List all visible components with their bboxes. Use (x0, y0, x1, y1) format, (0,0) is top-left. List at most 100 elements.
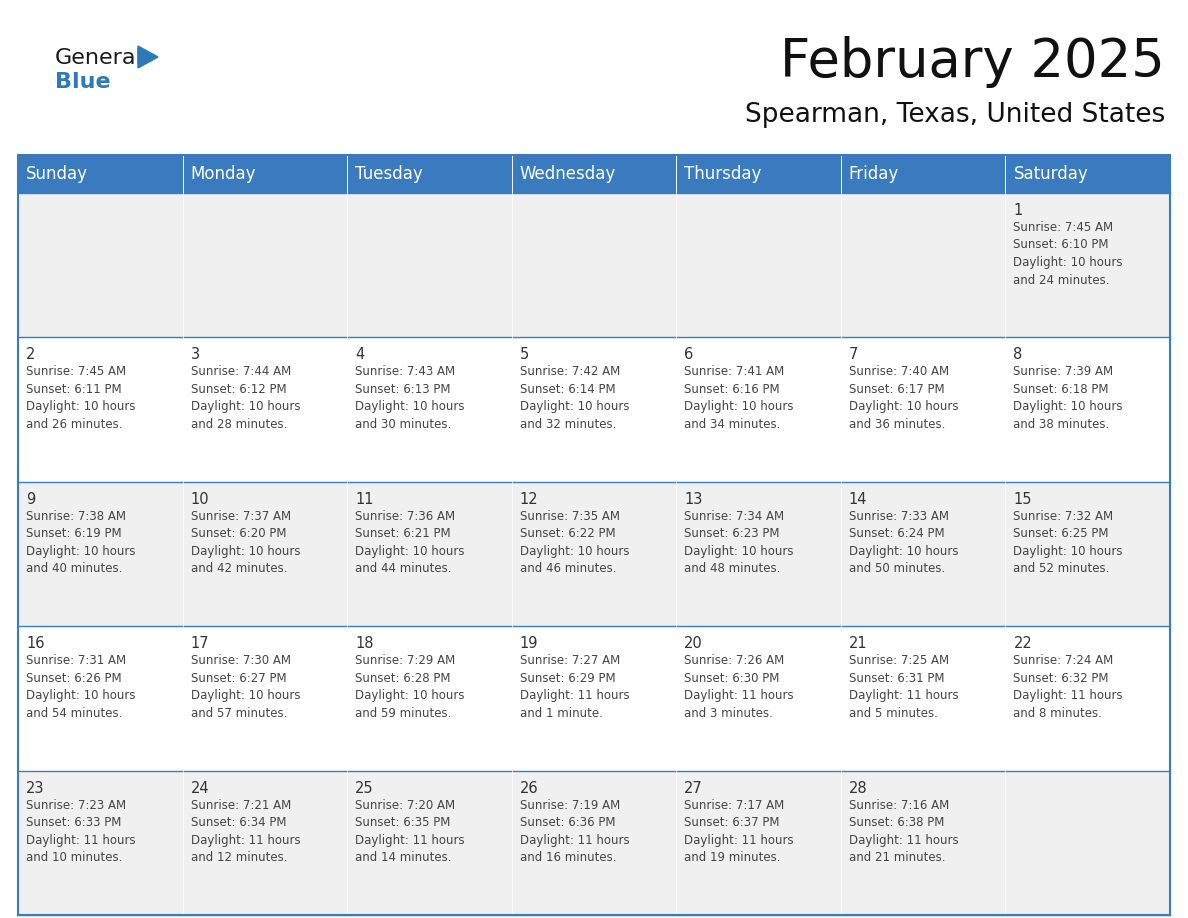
Bar (512, 482, 676, 626)
Text: February 2025: February 2025 (781, 36, 1165, 88)
Text: 7: 7 (849, 347, 858, 363)
Bar (347, 770, 512, 915)
Bar (512, 155, 676, 193)
Text: Sunrise: 7:31 AM
Sunset: 6:26 PM
Daylight: 10 hours
and 54 minutes.: Sunrise: 7:31 AM Sunset: 6:26 PM Dayligh… (26, 655, 135, 720)
Text: Sunrise: 7:17 AM
Sunset: 6:37 PM
Daylight: 11 hours
and 19 minutes.: Sunrise: 7:17 AM Sunset: 6:37 PM Dayligh… (684, 799, 794, 864)
Text: 2: 2 (26, 347, 36, 363)
Bar (841, 193, 1005, 338)
Bar (183, 155, 347, 193)
Text: 13: 13 (684, 492, 702, 507)
Text: 21: 21 (849, 636, 867, 651)
Text: 20: 20 (684, 636, 703, 651)
Text: 6: 6 (684, 347, 694, 363)
Text: Sunrise: 7:27 AM
Sunset: 6:29 PM
Daylight: 11 hours
and 1 minute.: Sunrise: 7:27 AM Sunset: 6:29 PM Dayligh… (519, 655, 630, 720)
Bar (512, 770, 676, 915)
Bar (18, 155, 1170, 915)
Text: 12: 12 (519, 492, 538, 507)
Text: 25: 25 (355, 780, 374, 796)
Polygon shape (138, 46, 158, 68)
Bar (183, 338, 347, 482)
Bar (183, 626, 347, 770)
Bar (18, 626, 183, 770)
Bar (347, 482, 512, 626)
Text: Saturday: Saturday (1013, 165, 1088, 183)
Bar (347, 155, 512, 193)
Text: 27: 27 (684, 780, 703, 796)
Text: Sunrise: 7:29 AM
Sunset: 6:28 PM
Daylight: 10 hours
and 59 minutes.: Sunrise: 7:29 AM Sunset: 6:28 PM Dayligh… (355, 655, 465, 720)
Text: Sunrise: 7:23 AM
Sunset: 6:33 PM
Daylight: 11 hours
and 10 minutes.: Sunrise: 7:23 AM Sunset: 6:33 PM Dayligh… (26, 799, 135, 864)
Text: 26: 26 (519, 780, 538, 796)
Text: Sunrise: 7:24 AM
Sunset: 6:32 PM
Daylight: 11 hours
and 8 minutes.: Sunrise: 7:24 AM Sunset: 6:32 PM Dayligh… (1013, 655, 1123, 720)
Text: 24: 24 (190, 780, 209, 796)
Text: Spearman, Texas, United States: Spearman, Texas, United States (745, 102, 1165, 128)
Text: Sunrise: 7:37 AM
Sunset: 6:20 PM
Daylight: 10 hours
and 42 minutes.: Sunrise: 7:37 AM Sunset: 6:20 PM Dayligh… (190, 509, 301, 576)
Bar (1005, 626, 1170, 770)
Bar (1005, 338, 1170, 482)
Bar (1005, 482, 1170, 626)
Bar (676, 193, 841, 338)
Text: Sunrise: 7:43 AM
Sunset: 6:13 PM
Daylight: 10 hours
and 30 minutes.: Sunrise: 7:43 AM Sunset: 6:13 PM Dayligh… (355, 365, 465, 431)
Text: 28: 28 (849, 780, 867, 796)
Text: 16: 16 (26, 636, 44, 651)
Text: Sunday: Sunday (26, 165, 88, 183)
Bar (512, 626, 676, 770)
Bar (1005, 155, 1170, 193)
Text: Friday: Friday (849, 165, 899, 183)
Text: Sunrise: 7:25 AM
Sunset: 6:31 PM
Daylight: 11 hours
and 5 minutes.: Sunrise: 7:25 AM Sunset: 6:31 PM Dayligh… (849, 655, 959, 720)
Bar (676, 155, 841, 193)
Text: 23: 23 (26, 780, 44, 796)
Text: Sunrise: 7:16 AM
Sunset: 6:38 PM
Daylight: 11 hours
and 21 minutes.: Sunrise: 7:16 AM Sunset: 6:38 PM Dayligh… (849, 799, 959, 864)
Text: 19: 19 (519, 636, 538, 651)
Text: 17: 17 (190, 636, 209, 651)
Bar (18, 338, 183, 482)
Text: Sunrise: 7:21 AM
Sunset: 6:34 PM
Daylight: 11 hours
and 12 minutes.: Sunrise: 7:21 AM Sunset: 6:34 PM Dayligh… (190, 799, 301, 864)
Bar (183, 482, 347, 626)
Bar (1005, 770, 1170, 915)
Text: 1: 1 (1013, 203, 1023, 218)
Text: Sunrise: 7:40 AM
Sunset: 6:17 PM
Daylight: 10 hours
and 36 minutes.: Sunrise: 7:40 AM Sunset: 6:17 PM Dayligh… (849, 365, 959, 431)
Bar (18, 155, 183, 193)
Text: 11: 11 (355, 492, 374, 507)
Text: Sunrise: 7:30 AM
Sunset: 6:27 PM
Daylight: 10 hours
and 57 minutes.: Sunrise: 7:30 AM Sunset: 6:27 PM Dayligh… (190, 655, 301, 720)
Bar (18, 482, 183, 626)
Text: Sunrise: 7:33 AM
Sunset: 6:24 PM
Daylight: 10 hours
and 50 minutes.: Sunrise: 7:33 AM Sunset: 6:24 PM Dayligh… (849, 509, 959, 576)
Bar (347, 338, 512, 482)
Bar (841, 770, 1005, 915)
Text: Monday: Monday (190, 165, 257, 183)
Text: Sunrise: 7:32 AM
Sunset: 6:25 PM
Daylight: 10 hours
and 52 minutes.: Sunrise: 7:32 AM Sunset: 6:25 PM Dayligh… (1013, 509, 1123, 576)
Text: Sunrise: 7:20 AM
Sunset: 6:35 PM
Daylight: 11 hours
and 14 minutes.: Sunrise: 7:20 AM Sunset: 6:35 PM Dayligh… (355, 799, 465, 864)
Bar (841, 155, 1005, 193)
Text: Tuesday: Tuesday (355, 165, 423, 183)
Bar (1005, 193, 1170, 338)
Text: Blue: Blue (55, 72, 110, 92)
Text: 9: 9 (26, 492, 36, 507)
Text: Sunrise: 7:19 AM
Sunset: 6:36 PM
Daylight: 11 hours
and 16 minutes.: Sunrise: 7:19 AM Sunset: 6:36 PM Dayligh… (519, 799, 630, 864)
Text: 3: 3 (190, 347, 200, 363)
Text: Sunrise: 7:44 AM
Sunset: 6:12 PM
Daylight: 10 hours
and 28 minutes.: Sunrise: 7:44 AM Sunset: 6:12 PM Dayligh… (190, 365, 301, 431)
Bar (347, 193, 512, 338)
Bar (676, 770, 841, 915)
Bar (183, 770, 347, 915)
Text: 22: 22 (1013, 636, 1032, 651)
Text: Sunrise: 7:42 AM
Sunset: 6:14 PM
Daylight: 10 hours
and 32 minutes.: Sunrise: 7:42 AM Sunset: 6:14 PM Dayligh… (519, 365, 630, 431)
Text: Sunrise: 7:35 AM
Sunset: 6:22 PM
Daylight: 10 hours
and 46 minutes.: Sunrise: 7:35 AM Sunset: 6:22 PM Dayligh… (519, 509, 630, 576)
Text: Sunrise: 7:45 AM
Sunset: 6:10 PM
Daylight: 10 hours
and 24 minutes.: Sunrise: 7:45 AM Sunset: 6:10 PM Dayligh… (1013, 221, 1123, 286)
Text: Thursday: Thursday (684, 165, 762, 183)
Bar (347, 626, 512, 770)
Text: Sunrise: 7:26 AM
Sunset: 6:30 PM
Daylight: 11 hours
and 3 minutes.: Sunrise: 7:26 AM Sunset: 6:30 PM Dayligh… (684, 655, 794, 720)
Bar (18, 770, 183, 915)
Bar (18, 193, 183, 338)
Text: 14: 14 (849, 492, 867, 507)
Text: Sunrise: 7:45 AM
Sunset: 6:11 PM
Daylight: 10 hours
and 26 minutes.: Sunrise: 7:45 AM Sunset: 6:11 PM Dayligh… (26, 365, 135, 431)
Text: 10: 10 (190, 492, 209, 507)
Bar (676, 626, 841, 770)
Bar (183, 193, 347, 338)
Bar (841, 338, 1005, 482)
Bar (676, 482, 841, 626)
Bar (512, 338, 676, 482)
Bar (841, 482, 1005, 626)
Text: Sunrise: 7:34 AM
Sunset: 6:23 PM
Daylight: 10 hours
and 48 minutes.: Sunrise: 7:34 AM Sunset: 6:23 PM Dayligh… (684, 509, 794, 576)
Text: General: General (55, 48, 143, 68)
Bar (676, 338, 841, 482)
Text: Sunrise: 7:39 AM
Sunset: 6:18 PM
Daylight: 10 hours
and 38 minutes.: Sunrise: 7:39 AM Sunset: 6:18 PM Dayligh… (1013, 365, 1123, 431)
